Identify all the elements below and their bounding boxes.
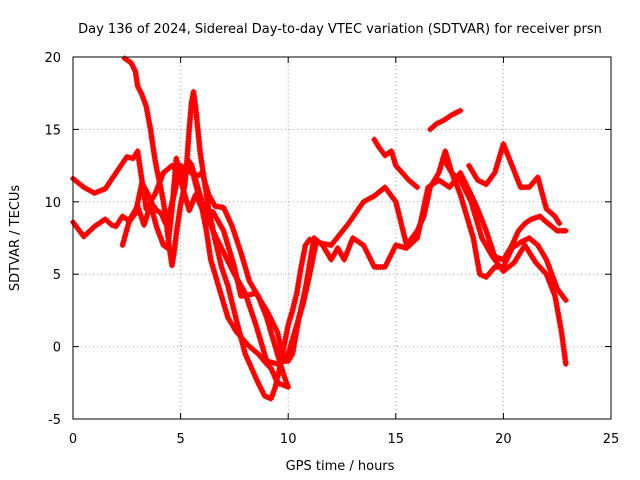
x-tick-label: 20 (495, 432, 512, 447)
data-point (556, 220, 563, 227)
y-tick-label: 10 (44, 196, 61, 211)
grid-lines (73, 57, 611, 419)
series-trace-8 (440, 155, 569, 367)
series-trace-5 (371, 136, 421, 191)
x-tick-label: 10 (280, 432, 297, 447)
y-tick-label: 15 (44, 123, 61, 138)
series-trace-7 (466, 140, 563, 227)
y-tick-label: 0 (53, 341, 61, 356)
data-point (414, 184, 421, 191)
data-layer (70, 55, 569, 402)
chart-title: Day 136 of 2024, Sidereal Day-to-day VTE… (78, 22, 602, 37)
data-point (562, 297, 569, 304)
y-axis-label: SDTVAR / TECUs (8, 185, 23, 292)
data-point (562, 361, 569, 367)
x-tick-label: 5 (176, 432, 184, 447)
y-tick-label: 20 (44, 51, 61, 66)
series-trace-6 (427, 107, 464, 133)
y-tick-label: 5 (53, 268, 61, 283)
axis-ticks: 0 5 10 15 20 25 -5 0 5 10 15 20 (44, 51, 619, 447)
data-point (306, 236, 313, 243)
x-tick-label: 15 (388, 432, 405, 447)
x-axis-label: GPS time / hours (286, 459, 395, 474)
series-trace-4 (121, 55, 313, 402)
x-tick-label: 25 (603, 432, 620, 447)
series-band (122, 55, 313, 402)
data-point (562, 227, 569, 234)
data-point (265, 362, 272, 369)
data-point (457, 107, 464, 114)
y-tick-label: -5 (48, 413, 61, 428)
plot-frame (72, 56, 612, 420)
x-tick-label: 0 (69, 432, 77, 447)
